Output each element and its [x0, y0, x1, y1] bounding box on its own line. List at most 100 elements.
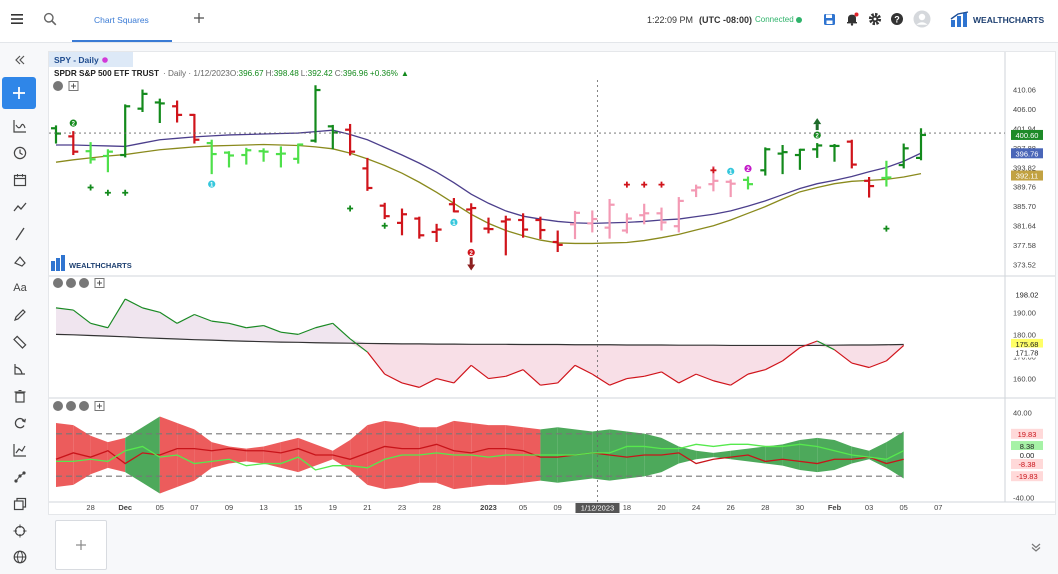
alert-bell-icon[interactable] [845, 12, 859, 28]
y-tick-label: 393.82 [1013, 163, 1036, 172]
brand-logo-icon [950, 11, 970, 31]
collapse-icon[interactable] [8, 49, 32, 71]
add-chart-button[interactable] [2, 77, 36, 109]
signal-dot [450, 218, 458, 226]
indicator-icon[interactable] [8, 115, 32, 137]
layers-icon[interactable] [8, 493, 32, 515]
menu-icon[interactable] [10, 12, 24, 28]
help-icon[interactable]: ? [890, 12, 904, 28]
spread-envelope-segment [575, 429, 593, 481]
price-tag [1011, 428, 1043, 439]
oscillator-fill-below [56, 334, 904, 388]
x-tick-label: 28 [86, 503, 94, 512]
x-tick-label: 05 [900, 503, 908, 512]
spread-envelope-segment [419, 427, 437, 483]
spread-envelope-segment [626, 431, 645, 479]
x-tick-label: 2023 [480, 503, 497, 512]
y-tick-label: 401.94 [1013, 125, 1036, 134]
oscillator-line-segment [349, 338, 368, 353]
price-tag-label: 400.60 [1016, 131, 1039, 140]
chart-canvas[interactable]: SPY - Daily SPDR S&P 500 ETF TRUST · Dail… [35, 52, 1055, 514]
oscillator-line-segment [591, 373, 610, 386]
ohlc-bar [587, 210, 598, 233]
spread-envelope-segment [436, 420, 454, 490]
price-tag-label: 392.11 [1016, 172, 1038, 181]
pencil-icon[interactable] [8, 304, 32, 326]
plus-icon [13, 87, 25, 99]
watermark-text: WEALTHCHARTS [69, 261, 132, 270]
clock-icon[interactable] [8, 142, 32, 164]
spread-envelope-segment [696, 450, 714, 460]
time-axis: 2328Dec050709131519212328202305091820242… [35, 503, 943, 512]
calendar-icon[interactable] [8, 169, 32, 191]
spread-pane-controls[interactable] [53, 401, 105, 411]
shape-tool-icon[interactable] [8, 250, 32, 272]
oscillator-line-segment [799, 340, 818, 349]
compare-chart-icon[interactable] [8, 439, 32, 461]
ohlc-bar [466, 203, 477, 243]
oscillator-line-segment [730, 373, 749, 386]
ohlc-bar [154, 98, 165, 124]
ruler-icon[interactable] [8, 331, 32, 353]
ohlc-bar [241, 147, 252, 165]
spread-envelope-segment [350, 425, 368, 485]
tab-chart-squares[interactable]: Chart Squares [72, 0, 172, 42]
scatter-icon[interactable] [8, 466, 32, 488]
spread-envelope-segment [799, 437, 818, 473]
add-chart-square-button[interactable] [55, 520, 107, 570]
price-tag [1011, 458, 1043, 469]
oscillator-line-segment [107, 298, 126, 329]
spread-envelope-segment [367, 420, 385, 490]
signal-label: 2 [746, 167, 750, 173]
price-pane-controls[interactable] [53, 81, 79, 91]
gear-icon[interactable] [868, 12, 882, 28]
signal-label: 1 [452, 221, 456, 227]
oscillator-line-segment [176, 313, 195, 324]
signal-label: 2 [470, 251, 474, 257]
oscillator-line-segment [470, 364, 489, 380]
oscillator-pane-controls[interactable] [53, 278, 105, 288]
add-tab-icon[interactable] [193, 12, 205, 26]
x-tick-label: 20 [657, 503, 665, 512]
x-tick-label: 05 [156, 503, 164, 512]
chart-panel: SPY - Daily SPDR S&P 500 ETF TRUST · Dail… [35, 51, 1056, 515]
x-tick-label: 09 [225, 503, 233, 512]
cross-marker [623, 181, 630, 188]
trend-icon[interactable] [8, 196, 32, 218]
pane-settings-icon [53, 81, 63, 91]
timezone-label[interactable]: (UTC -08:00) [699, 15, 753, 25]
search-icon[interactable] [43, 12, 57, 28]
pane-settings-icon [53, 401, 63, 411]
signal-dot [727, 167, 735, 175]
angle-tool-icon[interactable] [8, 358, 32, 380]
spread-envelope-segment [125, 427, 143, 483]
line-tool-icon[interactable] [8, 223, 32, 245]
ohlc-bar [327, 124, 338, 150]
refresh-icon[interactable] [8, 412, 32, 434]
x-tick-label: 03 [865, 503, 873, 512]
ohlc-bar [725, 179, 736, 198]
x-tick-label: 07 [934, 503, 942, 512]
crosshair-icon[interactable] [8, 520, 32, 542]
oscillator-line-segment [159, 311, 178, 324]
x-tick-label: 23 [398, 503, 406, 512]
spread-envelope-segment [384, 420, 402, 490]
clock-time: 1:22:09 PM [647, 15, 694, 25]
oscillator-line-segment [522, 369, 541, 386]
y-tick-label: 160.00 [1013, 375, 1036, 384]
top-bar: Chart Squares 1:22:09 PM (UTC -08:00) Co… [0, 0, 1058, 43]
chevron-down-icon[interactable] [1030, 540, 1042, 558]
ohlc-bar [829, 144, 840, 162]
ohlc-bar [258, 148, 269, 162]
trash-icon[interactable] [8, 385, 32, 407]
signal-label: 1 [729, 170, 733, 176]
text-tool-icon[interactable]: Aa [13, 282, 27, 294]
oscillator-line-segment [90, 322, 109, 329]
save-icon[interactable] [823, 13, 836, 28]
cross-marker [381, 222, 388, 229]
avatar[interactable] [913, 10, 931, 30]
spread-envelope-segment [730, 448, 748, 462]
globe-icon[interactable] [8, 546, 32, 568]
ohlc-bar [743, 176, 753, 190]
chart-tab-label[interactable]: SPY - Daily [54, 55, 99, 65]
